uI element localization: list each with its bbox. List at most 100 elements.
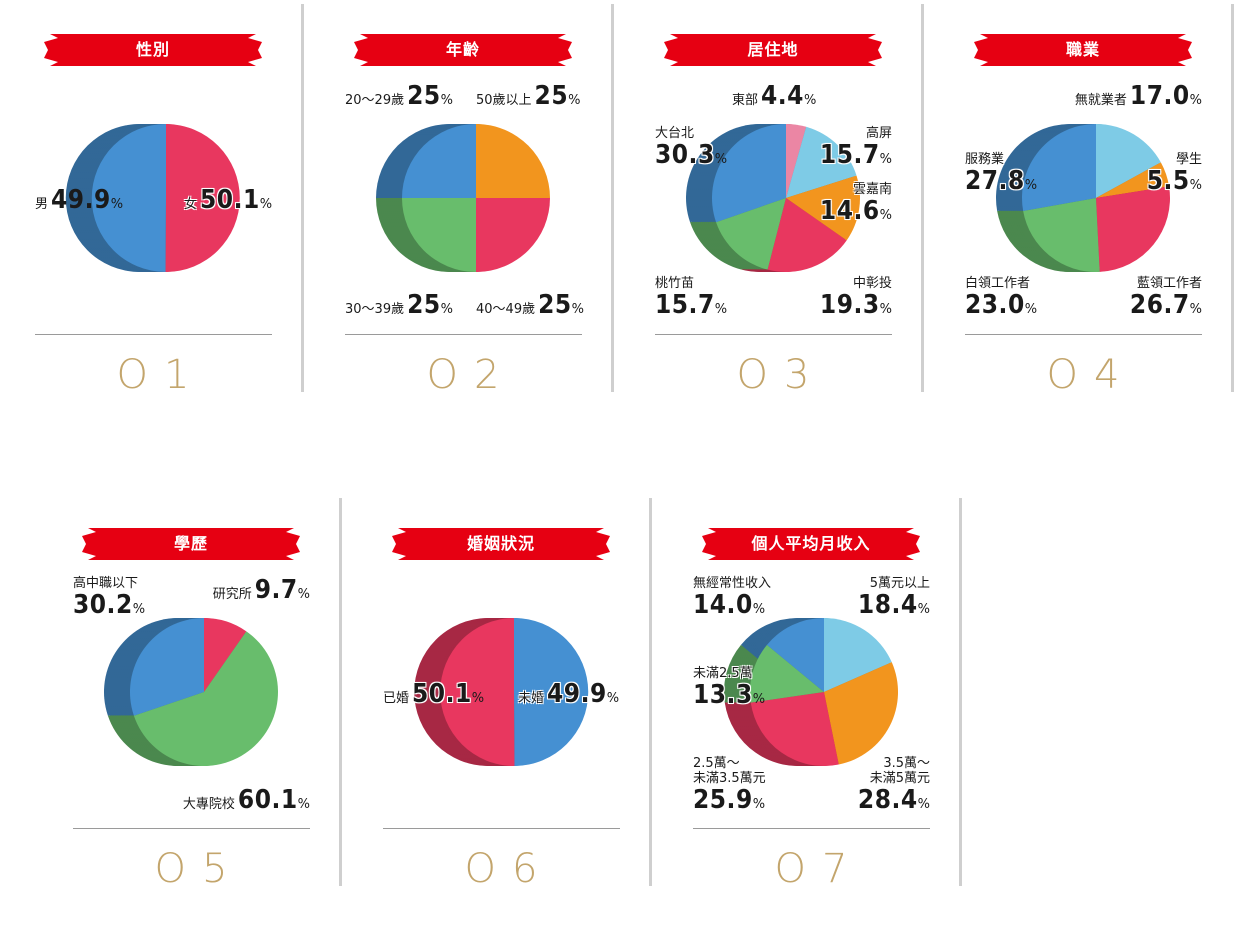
ribbon-shape (656, 34, 890, 66)
slice-name: 學生 (1175, 152, 1202, 167)
separator-line (383, 828, 620, 829)
slice-label-kaoping: 高屏 15.7% (820, 126, 892, 169)
slice-label-whitecollar: 白領工作者 23.0% (965, 276, 1037, 319)
pie-chart (103, 618, 278, 766)
panel-number: O3 (736, 352, 826, 398)
slice-label-50plus: 50歲以上 25% (476, 81, 580, 111)
title-ribbon: 年齡 (346, 34, 580, 66)
slice-label-taochumiao: 桃竹苗 15.7% (655, 276, 727, 319)
slice-value: 50.1 (412, 679, 472, 709)
percent-sign: % (752, 797, 766, 812)
slice-value: 14.0 (693, 590, 753, 620)
pie-slice-0 (786, 124, 807, 198)
slice-name: 40〜49歲 (476, 302, 536, 317)
slice-label-bluecollar: 藍領工作者 26.7% (1130, 276, 1202, 319)
slice-value: 25.9 (693, 785, 753, 815)
percent-sign: % (440, 93, 454, 108)
title-ribbon: 性別 (36, 34, 270, 66)
separator-line (693, 828, 930, 829)
slice-value: 50.1 (200, 185, 260, 215)
title-ribbon: 職業 (966, 34, 1200, 66)
percent-sign: % (714, 302, 728, 317)
percent-sign: % (110, 197, 124, 212)
panel-number: O1 (116, 352, 206, 398)
slice-value: 5.5 (1146, 166, 1190, 196)
slice-name-line2: 未滿5萬元 (869, 771, 930, 786)
divider (339, 498, 342, 886)
slice-name: 研究所 (212, 587, 252, 602)
slice-name: 中彰投 (852, 276, 892, 291)
divider (301, 4, 304, 392)
slice-label-under25k: 未滿2.5萬 13.3% (693, 666, 765, 709)
percent-sign: % (1189, 178, 1202, 193)
slice-value: 23.0 (965, 290, 1025, 320)
pie-chart (995, 124, 1171, 273)
chart-panel-gender: 性別 男 49.9% 女 50.1% O1 (0, 0, 306, 398)
pie-slice-1 (824, 662, 899, 765)
slice-label-taipei: 大台北 30.3% (655, 126, 727, 169)
pie-slices (129, 618, 278, 766)
slice-value: 60.1 (237, 785, 298, 815)
slice-label-graduate: 研究所 9.7% (213, 575, 310, 605)
pie-chart (376, 124, 550, 272)
pie-chart (414, 617, 589, 767)
chart-panel-education: 學歷 高中職以下 30.2% 研究所 9.7% 大專院校 60.1% O5 (38, 494, 344, 892)
panel-number: O4 (1046, 352, 1136, 398)
slice-value: 27.8 (965, 166, 1025, 196)
ribbon-shape (384, 528, 618, 560)
slice-value: 15.7 (819, 140, 880, 170)
percent-sign: % (879, 302, 892, 317)
percent-sign: % (297, 587, 310, 602)
pie-slice-2 (1096, 186, 1171, 272)
slice-name: 2.5萬〜 (693, 756, 740, 771)
slice-label-highschool: 高中職以下 30.2% (73, 576, 145, 619)
slice-name: 已婚 (383, 691, 410, 706)
pie-slices (402, 124, 550, 272)
slice-label-noincome: 無經常性收入 14.0% (693, 576, 771, 619)
percent-sign: % (568, 93, 581, 108)
title-ribbon: 居住地 (656, 34, 890, 66)
percent-sign: % (1024, 302, 1038, 317)
pie-slice-1 (786, 126, 857, 198)
pie-slice-0 (165, 124, 240, 273)
percent-sign: % (471, 691, 485, 706)
slice-name: 女 (184, 197, 198, 212)
chart-panel-age: 年齡 20〜29歲 25% 50歲以上 25% 30〜39歲 25% 40〜49歲 25… (310, 0, 616, 398)
chart-title: 年齡 (445, 40, 480, 59)
percent-sign: % (917, 797, 930, 812)
title-ribbon: 學歷 (74, 528, 308, 560)
slice-label-service: 服務業 27.8% (965, 152, 1037, 195)
percent-sign: % (259, 197, 273, 212)
percent-sign: % (606, 691, 620, 706)
slice-name: 3.5萬〜 (883, 756, 930, 771)
pie-slice-1 (476, 198, 550, 272)
chart-title: 性別 (135, 40, 170, 59)
chart-title: 個人平均月收入 (751, 534, 871, 553)
percent-sign: % (879, 208, 892, 223)
ribbon-shape (966, 34, 1200, 66)
pie-slices (91, 123, 240, 273)
slice-label-25k-35k: 2.5萬〜 未滿3.5萬元 25.9% (693, 756, 766, 814)
slice-label-college: 大專院校 60.1% (183, 785, 310, 815)
slice-label-changtou: 中彰投 19.3% (820, 276, 892, 319)
slice-name: 未婚 (518, 691, 545, 706)
slice-label-unemployed: 無就業者 17.0% (1075, 81, 1202, 111)
pie-slice-2 (129, 618, 204, 716)
pie-slice-0 (476, 124, 550, 198)
separator-line (345, 334, 582, 335)
slice-name: 藍領工作者 (1136, 276, 1202, 291)
slice-name: 未滿2.5萬 (693, 666, 753, 681)
separator-line (73, 828, 310, 829)
pie-slice-3 (749, 644, 824, 703)
divider (1231, 4, 1234, 392)
slice-name: 服務業 (965, 152, 1005, 167)
divider (921, 4, 924, 392)
pie-slice-3 (767, 198, 847, 273)
chart-title: 學歷 (173, 534, 208, 553)
slice-value: 19.3 (819, 290, 880, 320)
slice-value: 30.3 (655, 140, 715, 170)
ribbon-shape (346, 34, 580, 66)
pie-chart (686, 124, 860, 273)
chart-title: 職業 (1065, 40, 1100, 59)
pie-slice-0 (204, 618, 247, 692)
